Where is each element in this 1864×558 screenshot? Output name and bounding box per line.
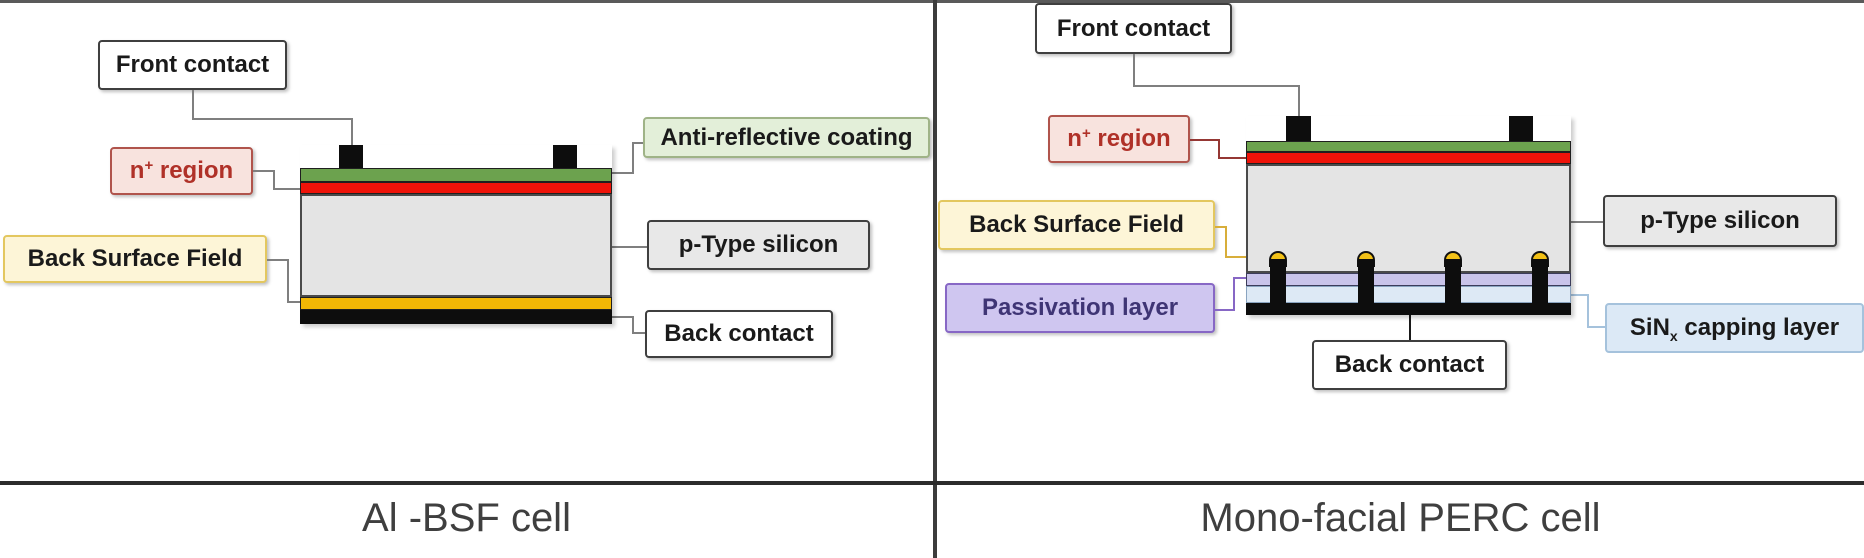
front-contact-label: Front contact bbox=[98, 40, 287, 90]
sin-capping-layer bbox=[1246, 286, 1571, 303]
connector-segment bbox=[1225, 226, 1227, 258]
p-type-silicon-label-text: p-Type silicon bbox=[678, 231, 839, 258]
left-caption: Al -BSF cell bbox=[362, 495, 571, 540]
connector-segment bbox=[632, 142, 634, 174]
connector-segment bbox=[267, 259, 289, 261]
rear-contact-pillar bbox=[1532, 259, 1548, 315]
passivation-layer-label-text: Passivation layer bbox=[981, 294, 1179, 321]
connector-segment bbox=[1133, 54, 1135, 85]
connector-segment bbox=[1587, 326, 1605, 328]
p-type-silicon-label-text: p-Type silicon bbox=[1640, 207, 1800, 234]
back-surface-field-label: Back Surface Field bbox=[3, 235, 267, 283]
n-region-label-text: n+ region bbox=[129, 157, 234, 184]
connector-segment bbox=[273, 188, 300, 190]
sin-capping-layer-label-text: SiNx capping layer bbox=[1629, 314, 1840, 344]
connector-segment bbox=[632, 316, 634, 334]
p-type-silicon-layer bbox=[300, 194, 612, 297]
connector-segment bbox=[273, 170, 275, 190]
anti-reflective-coating-label-text: Anti-reflective coating bbox=[660, 123, 913, 151]
connector-segment bbox=[1218, 157, 1246, 159]
connector-segment bbox=[1587, 294, 1589, 328]
n-region-rest: region bbox=[1090, 125, 1171, 152]
sin-rest: capping layer bbox=[1677, 314, 1840, 341]
rear-contact-pillar bbox=[1358, 259, 1374, 315]
sin-sub: x bbox=[1669, 328, 1678, 344]
connector-segment bbox=[1133, 85, 1300, 87]
back-contact-layer bbox=[300, 310, 612, 324]
back-contact-label-text: Back contact bbox=[1334, 351, 1485, 378]
connector-segment bbox=[1571, 294, 1587, 296]
connector-segment bbox=[351, 118, 353, 145]
n-region-base: n bbox=[1067, 125, 1082, 152]
n-region-label: n+ region bbox=[1048, 115, 1190, 163]
connector-segment bbox=[1233, 277, 1235, 311]
connector-segment bbox=[287, 301, 300, 303]
connector-segment bbox=[1218, 139, 1220, 159]
sin-base: SiN bbox=[1629, 314, 1670, 341]
p-type-silicon-label: p-Type silicon bbox=[647, 220, 870, 270]
perc-cell bbox=[1246, 116, 1571, 315]
anti-reflective-coating-layer bbox=[300, 168, 612, 182]
back-contact-label-text: Back contact bbox=[664, 320, 814, 347]
passivation-layer-label: Passivation layer bbox=[945, 283, 1215, 333]
rear-contact-pillar bbox=[1445, 259, 1461, 315]
passivation-layer bbox=[1246, 273, 1571, 286]
back-surface-field-label: Back Surface Field bbox=[938, 200, 1215, 250]
connector-segment bbox=[612, 172, 634, 174]
connector-segment bbox=[1190, 139, 1218, 141]
back-surface-field-label-text: Back Surface Field bbox=[969, 211, 1184, 238]
rear-contact-pillar bbox=[1270, 259, 1286, 315]
connector-segment bbox=[253, 170, 275, 172]
n-plus-region-layer bbox=[300, 182, 612, 194]
sin-capping-layer-label: SiNx capping layer bbox=[1605, 303, 1864, 353]
back-contact-layer bbox=[1246, 303, 1571, 315]
n-region-sup: + bbox=[144, 157, 154, 174]
connector-segment bbox=[287, 259, 289, 303]
n-region-label-text: n+ region bbox=[1067, 125, 1171, 152]
back-surface-field-layer bbox=[300, 297, 612, 310]
n-region-rest: region bbox=[153, 157, 234, 184]
connector-segment bbox=[192, 118, 353, 120]
n-plus-region-layer bbox=[1246, 152, 1571, 164]
connector-segment bbox=[632, 332, 645, 334]
anti-reflective-coating-label: Anti-reflective coating bbox=[643, 117, 930, 158]
connector-segment bbox=[1215, 309, 1233, 311]
p-type-silicon-label: p-Type silicon bbox=[1603, 195, 1837, 247]
front-contact-label: Front contact bbox=[1035, 3, 1232, 54]
connector-segment bbox=[612, 246, 647, 248]
panel-divider bbox=[933, 0, 937, 558]
back-contact-label: Back contact bbox=[645, 310, 833, 358]
al-bsf-cell bbox=[300, 145, 612, 324]
right-caption: Mono-facial PERC cell bbox=[1200, 495, 1601, 540]
connector-segment bbox=[1215, 226, 1225, 228]
n-region-sup: + bbox=[1081, 125, 1091, 142]
p-type-silicon-layer bbox=[1246, 164, 1571, 273]
connector-segment bbox=[612, 316, 634, 318]
connector-segment bbox=[192, 90, 194, 118]
top-border-line bbox=[0, 0, 1864, 3]
connector-segment bbox=[1298, 85, 1300, 116]
connector-segment bbox=[632, 142, 643, 144]
front-contact-label-text: Front contact bbox=[115, 51, 270, 78]
connector-segment bbox=[1409, 315, 1411, 340]
caption-separator-line bbox=[0, 481, 1864, 485]
n-region-label: n+ region bbox=[110, 147, 253, 195]
back-contact-label: Back contact bbox=[1312, 340, 1507, 390]
front-contact-label-text: Front contact bbox=[1056, 14, 1211, 42]
connector-segment bbox=[1233, 277, 1246, 279]
anti-reflective-coating-layer bbox=[1246, 141, 1571, 152]
connector-segment bbox=[1571, 221, 1603, 223]
n-region-base: n bbox=[129, 157, 145, 184]
back-surface-field-label-text: Back Surface Field bbox=[27, 245, 243, 272]
